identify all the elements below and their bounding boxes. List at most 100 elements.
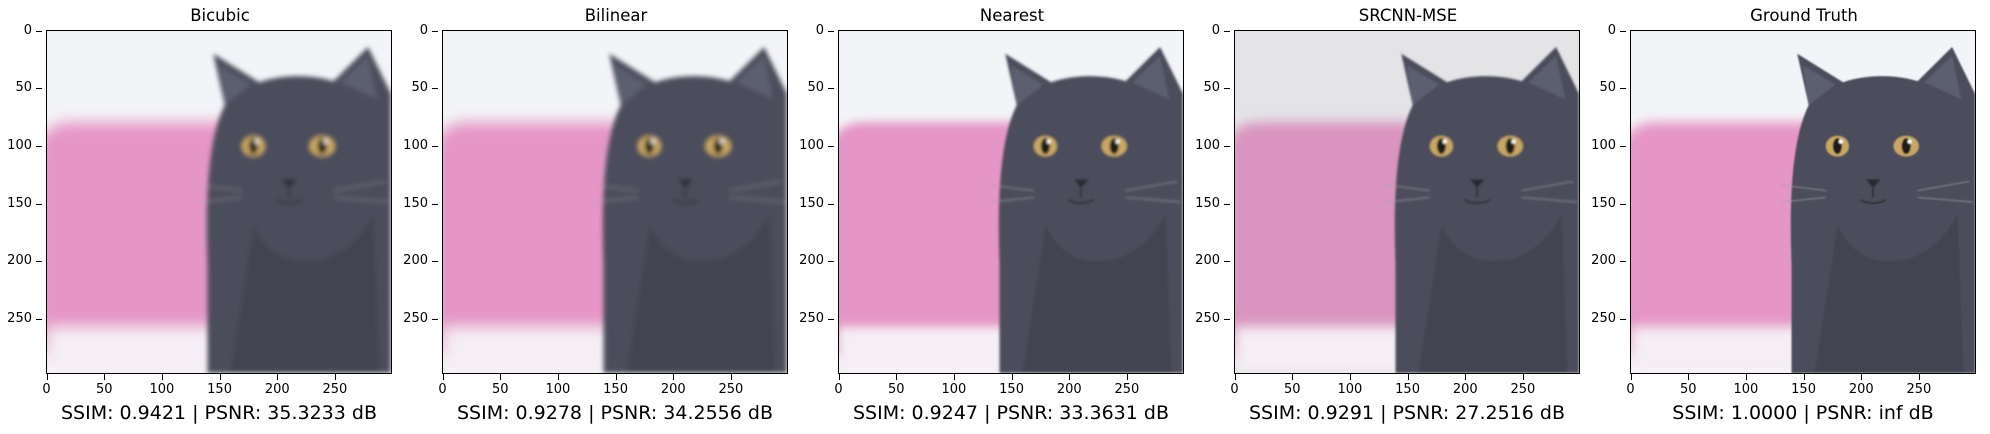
y-tick-label: 0 bbox=[815, 22, 824, 38]
x-tick-mark bbox=[730, 374, 732, 380]
x-tick-label: 250 bbox=[1114, 382, 1140, 397]
x-tick-mark bbox=[442, 374, 444, 380]
x-tick-mark bbox=[1745, 374, 1747, 380]
y-tick-label: 50 bbox=[807, 80, 824, 96]
cat-image bbox=[839, 31, 1183, 373]
x-tick-mark bbox=[1234, 374, 1236, 380]
cat-image bbox=[1235, 31, 1579, 373]
image-frame bbox=[46, 30, 392, 374]
x-tick-label: 150 bbox=[999, 382, 1024, 397]
y-tick-label: 250 bbox=[7, 310, 32, 326]
y-tick-mark bbox=[1620, 30, 1626, 32]
y-tick-mark bbox=[432, 145, 438, 147]
x-tick-mark bbox=[1465, 374, 1467, 380]
x-tick-label: 50 bbox=[491, 382, 509, 397]
x-tick-label: 150 bbox=[1791, 382, 1816, 397]
metrics-caption: SSIM: 0.9247 | PSNR: 33.3631 dB bbox=[852, 402, 1169, 424]
y-tick-mark bbox=[432, 30, 438, 32]
panel-title: Nearest bbox=[979, 6, 1045, 25]
y-tick-label: 200 bbox=[799, 253, 824, 269]
metrics-caption: SSIM: 0.9421 | PSNR: 35.3233 dB bbox=[60, 402, 377, 424]
y-tick-mark bbox=[36, 145, 42, 147]
y-tick-label: 250 bbox=[799, 310, 824, 326]
x-tick-label: 250 bbox=[718, 382, 744, 397]
x-tick-mark bbox=[104, 374, 106, 380]
metrics-caption: SSIM: 1.0000 | PSNR: inf dB bbox=[1672, 402, 1934, 424]
x-tick-label: 250 bbox=[1510, 382, 1536, 397]
y-tick-label: 200 bbox=[1195, 253, 1220, 269]
y-tick-mark bbox=[828, 88, 834, 90]
comparison-panel: Bilinear bbox=[396, 0, 788, 434]
panel-title: Bilinear bbox=[584, 6, 648, 25]
y-tick-label: 150 bbox=[7, 195, 32, 211]
x-tick-label: 0 bbox=[438, 382, 447, 397]
y-tick-label: 50 bbox=[411, 80, 428, 96]
x-tick-label: 150 bbox=[207, 382, 232, 397]
x-tick-mark bbox=[500, 374, 502, 380]
x-tick-label: 200 bbox=[1848, 382, 1874, 397]
x-tick-mark bbox=[46, 374, 48, 380]
y-tick-mark bbox=[432, 261, 438, 263]
x-tick-label: 150 bbox=[1395, 382, 1420, 397]
comparison-panel: Ground Truth bbox=[1584, 0, 1976, 434]
y-tick-mark bbox=[1224, 88, 1230, 90]
x-tick-label: 100 bbox=[545, 382, 571, 397]
x-tick-mark bbox=[896, 374, 898, 380]
x-tick-mark bbox=[953, 374, 955, 380]
y-tick-label: 250 bbox=[403, 310, 428, 326]
y-tick-mark bbox=[828, 203, 834, 205]
y-tick-mark bbox=[432, 318, 438, 320]
x-tick-label: 50 bbox=[1283, 382, 1301, 397]
y-tick-mark bbox=[828, 30, 834, 32]
metrics-caption: SSIM: 0.9291 | PSNR: 27.2516 dB bbox=[1248, 402, 1565, 424]
x-tick-mark bbox=[1522, 374, 1524, 380]
x-tick-mark bbox=[1011, 374, 1013, 380]
y-tick-mark bbox=[36, 88, 42, 90]
y-tick-mark bbox=[1224, 30, 1230, 32]
x-tick-mark bbox=[1126, 374, 1128, 380]
x-tick-mark bbox=[1069, 374, 1071, 380]
y-tick-label: 100 bbox=[1195, 137, 1220, 153]
x-tick-label: 200 bbox=[660, 382, 686, 397]
x-tick-mark bbox=[1292, 374, 1294, 380]
panel-title: Bicubic bbox=[190, 6, 250, 25]
y-tick-mark bbox=[828, 145, 834, 147]
y-tick-mark bbox=[1620, 88, 1626, 90]
x-tick-label: 0 bbox=[834, 382, 843, 397]
y-tick-label: 200 bbox=[403, 253, 428, 269]
x-tick-label: 0 bbox=[1230, 382, 1239, 397]
y-tick-mark bbox=[36, 30, 42, 32]
y-tick-mark bbox=[1620, 318, 1626, 320]
y-tick-label: 0 bbox=[1607, 22, 1616, 38]
y-tick-mark bbox=[1224, 318, 1230, 320]
x-tick-mark bbox=[1803, 374, 1805, 380]
y-tick-label: 50 bbox=[1203, 80, 1220, 96]
x-tick-label: 100 bbox=[941, 382, 967, 397]
image-frame bbox=[838, 30, 1184, 374]
y-tick-label: 250 bbox=[1591, 310, 1616, 326]
y-tick-mark bbox=[36, 203, 42, 205]
x-tick-label: 50 bbox=[887, 382, 905, 397]
x-tick-mark bbox=[1407, 374, 1409, 380]
image-frame bbox=[442, 30, 788, 374]
x-tick-label: 0 bbox=[1626, 382, 1635, 397]
y-tick-mark bbox=[1620, 203, 1626, 205]
y-tick-mark bbox=[1620, 145, 1626, 147]
x-tick-mark bbox=[277, 374, 279, 380]
y-tick-label: 50 bbox=[1599, 80, 1616, 96]
y-tick-mark bbox=[432, 88, 438, 90]
x-tick-mark bbox=[219, 374, 221, 380]
x-tick-mark bbox=[1861, 374, 1863, 380]
x-tick-mark bbox=[557, 374, 559, 380]
y-tick-label: 100 bbox=[7, 137, 32, 153]
x-tick-mark bbox=[1918, 374, 1920, 380]
cat-image bbox=[443, 31, 787, 373]
y-tick-mark bbox=[828, 318, 834, 320]
metrics-caption: SSIM: 0.9278 | PSNR: 34.2556 dB bbox=[456, 402, 773, 424]
y-tick-label: 150 bbox=[1195, 195, 1220, 211]
x-tick-mark bbox=[334, 374, 336, 380]
y-tick-mark bbox=[1620, 261, 1626, 263]
x-tick-label: 0 bbox=[42, 382, 51, 397]
x-tick-label: 200 bbox=[1452, 382, 1478, 397]
y-tick-mark bbox=[828, 261, 834, 263]
